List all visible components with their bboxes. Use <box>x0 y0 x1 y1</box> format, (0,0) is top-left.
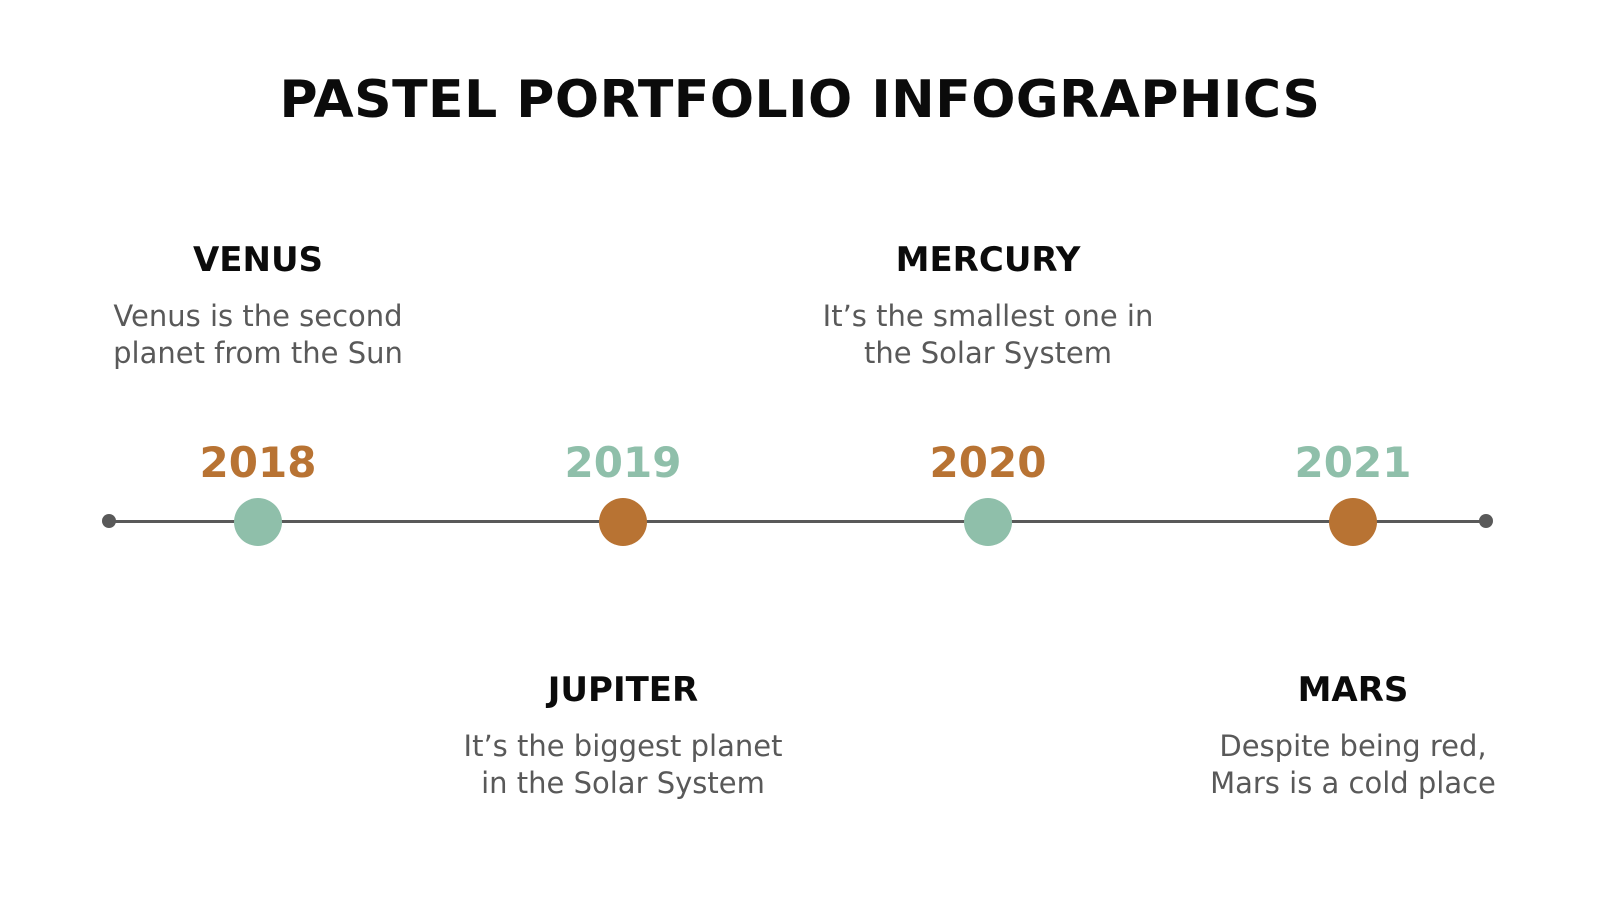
milestone-title: MARS <box>1297 670 1409 710</box>
description-line: in the Solar System <box>481 766 765 800</box>
milestone-mars: MARS Despite being red, Mars is a cold p… <box>1163 670 1543 802</box>
timeline-node-2018 <box>234 498 282 546</box>
milestone-jupiter: JUPITER It’s the biggest planet in the S… <box>433 670 813 802</box>
timeline-node-2019 <box>599 498 647 546</box>
timeline-node-2020 <box>964 498 1012 546</box>
timeline-end-dot <box>1479 514 1493 528</box>
description-line: It’s the biggest planet <box>463 729 783 763</box>
description-line: Venus is the second <box>113 299 403 333</box>
milestone-title: MERCURY <box>895 240 1081 280</box>
year-label-2020: 2020 <box>929 438 1047 487</box>
timeline-start-dot <box>102 514 116 528</box>
description-line: planet from the Sun <box>113 336 403 370</box>
timeline-node-2021 <box>1329 498 1377 546</box>
description-line: the Solar System <box>863 336 1113 370</box>
year-label-2021: 2021 <box>1294 438 1412 487</box>
year-label-2018: 2018 <box>199 438 317 487</box>
milestone-description: It’s the smallest one in the Solar Syste… <box>798 298 1178 372</box>
timeline-line <box>108 520 1484 523</box>
milestone-venus: VENUS Venus is the second planet from th… <box>68 240 448 372</box>
year-label-2019: 2019 <box>564 438 682 487</box>
milestone-description: It’s the biggest planet in the Solar Sys… <box>433 728 813 802</box>
milestone-title: JUPITER <box>547 670 699 710</box>
description-line: Mars is a cold place <box>1210 766 1496 800</box>
description-line: Despite being red, <box>1219 729 1487 763</box>
milestone-mercury: MERCURY It’s the smallest one in the Sol… <box>798 240 1178 372</box>
milestone-title: VENUS <box>192 240 324 280</box>
description-line: It’s the smallest one in <box>822 299 1154 333</box>
page-title: PASTEL PORTFOLIO INFOGRAPHICS <box>279 70 1321 130</box>
milestone-description: Despite being red, Mars is a cold place <box>1163 728 1543 802</box>
milestone-description: Venus is the second planet from the Sun <box>68 298 448 372</box>
